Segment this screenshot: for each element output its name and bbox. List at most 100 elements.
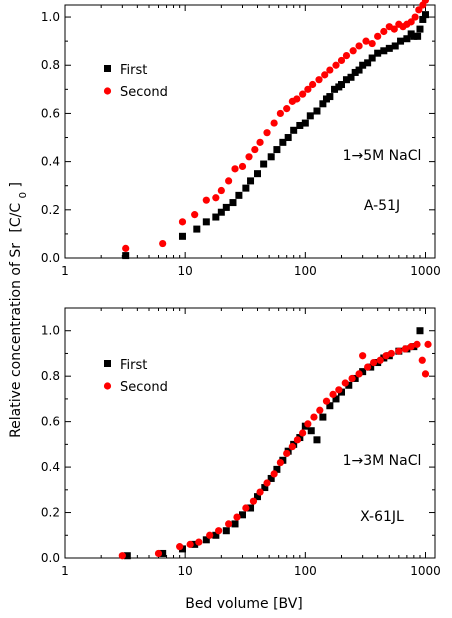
second-series-point — [411, 13, 419, 21]
second-series-point — [395, 347, 403, 355]
y-tick-label: 0.2 — [41, 203, 60, 217]
resin-annotation: X-61JL — [360, 509, 404, 525]
second-series-point — [178, 218, 187, 226]
first-series-point — [191, 540, 199, 548]
second-series-point — [256, 488, 264, 496]
x-axis-label: Bed volume [BV] — [185, 596, 303, 612]
x-tick-label: 1 — [61, 264, 69, 278]
first-series-point — [347, 73, 355, 81]
second-series-point — [122, 244, 130, 252]
first-series-point — [222, 527, 230, 535]
second-series-point — [159, 239, 167, 248]
first-series-point — [273, 146, 281, 154]
first-series-point — [122, 252, 130, 260]
second-series-point — [316, 406, 324, 414]
first-series-point — [331, 85, 339, 93]
second-series-point — [335, 386, 343, 394]
y-tick-label: 1.0 — [41, 324, 60, 338]
second-series-point — [315, 76, 323, 84]
first-series-point — [332, 395, 340, 403]
first-series-point — [202, 218, 210, 226]
first-series-point — [267, 474, 275, 482]
second-series-point — [176, 543, 184, 551]
first-series-point — [364, 59, 372, 67]
second-series-point — [263, 129, 271, 137]
first-series-point — [313, 107, 321, 115]
y-tick-label: 0.6 — [41, 415, 60, 429]
second-series-point — [321, 71, 329, 79]
first-series-point — [235, 191, 243, 199]
eluent-annotation: 1→3M NaCl — [343, 453, 422, 469]
legend-first-marker — [104, 360, 111, 367]
first-series-point — [238, 511, 246, 519]
second-series-point — [418, 356, 426, 364]
second-series-point — [329, 390, 337, 398]
second-series-point — [337, 56, 346, 65]
first-series-point — [254, 170, 262, 178]
second-series-point — [304, 85, 312, 93]
legend-second-label: Second — [120, 380, 168, 395]
x-tick-label: 1000 — [410, 264, 441, 278]
legend-first-label: First — [120, 63, 147, 78]
second-series-point — [299, 90, 307, 98]
second-series-point — [195, 538, 203, 546]
first-series-point — [326, 93, 334, 101]
first-series-point — [296, 121, 304, 129]
second-series-point — [225, 520, 233, 528]
legend: First Second — [103, 358, 168, 395]
legend-first-label: First — [120, 358, 147, 373]
first-series-point — [290, 126, 298, 134]
y-tick-label: 1.0 — [41, 10, 60, 24]
second-series-point — [242, 504, 250, 512]
second-series-point — [233, 513, 241, 521]
first-series-point — [414, 32, 422, 40]
first-series-point — [416, 25, 424, 33]
first-series-point — [212, 213, 220, 221]
first-series-point — [355, 66, 363, 74]
second-series-point — [304, 420, 312, 428]
y-axis-label: Relative concentration of Sr [C/C 0 ] — [8, 182, 29, 438]
second-series-point — [364, 363, 372, 371]
first-series-point — [242, 184, 250, 192]
first-series-point — [410, 32, 418, 40]
second-series-point — [309, 80, 317, 89]
plot-frame — [64, 4, 436, 259]
second-series-point — [293, 95, 301, 103]
second-series-point — [215, 527, 223, 535]
second-series-point — [355, 42, 363, 50]
second-series-point — [270, 119, 278, 127]
first-series-point — [247, 177, 255, 185]
y-axis-label-unit-sub: 0 — [18, 192, 29, 198]
first-series-point — [313, 436, 321, 444]
y-tick-label: 0.0 — [41, 551, 60, 565]
y-tick-label: 0.6 — [41, 106, 60, 120]
second-series-point — [326, 66, 334, 74]
y-axis-label-unit-open: [C/C — [8, 203, 24, 233]
x-tick-label: 100 — [294, 264, 317, 278]
first-series-point — [178, 545, 186, 553]
first-series-point — [193, 225, 201, 233]
first-series-point — [307, 427, 315, 435]
second-series-point — [332, 61, 340, 69]
first-series-point — [301, 119, 309, 127]
resin-annotation: A-51J — [364, 198, 400, 214]
first-series-point — [267, 153, 275, 161]
y-axis-label-prefix: Relative concentration of Sr — [8, 243, 24, 438]
first-series-point — [368, 54, 376, 62]
first-series-point — [319, 100, 327, 108]
first-series-point — [403, 35, 411, 43]
second-series-point — [407, 343, 415, 351]
top-panel: 1 10 100 1000 0.0 0.2 0.4 0.6 0.8 1.0 First Second 1… — [41, 0, 441, 278]
first-series-point — [212, 531, 220, 539]
second-series-point — [118, 552, 126, 560]
legend: First Second — [103, 63, 168, 100]
x-tick-label: 10 — [178, 564, 193, 578]
second-series-point — [299, 429, 307, 437]
first-series-point — [217, 208, 225, 216]
first-series-point — [229, 199, 237, 207]
y-tick-label: 0.8 — [41, 58, 60, 72]
first-series-point — [374, 49, 382, 57]
second-series-point — [288, 443, 296, 451]
x-tick-label: 1000 — [410, 564, 441, 578]
